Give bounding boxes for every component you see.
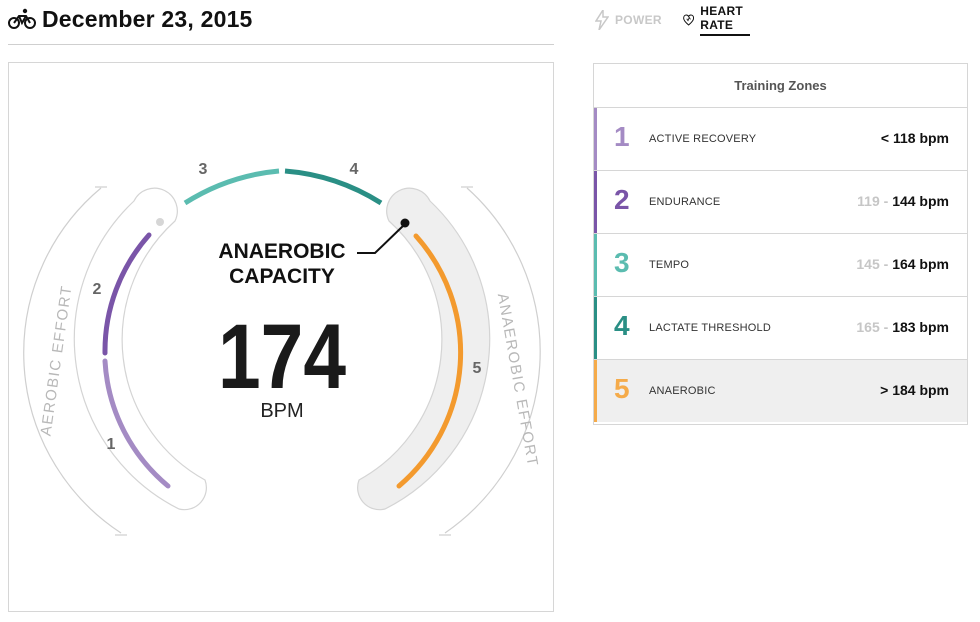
- aerobic-bracket: [23, 186, 127, 536]
- tab-power-label: POWER: [615, 13, 662, 27]
- training-zones-title: Training Zones: [594, 64, 967, 108]
- zone-range-high: 164 bpm: [892, 256, 949, 272]
- zone-5-number: 5: [473, 360, 482, 377]
- page-title: December 23, 2015: [42, 6, 253, 32]
- zone-range-high: > 184 bpm: [880, 382, 949, 398]
- zone-range: 119 - 144 bpm: [857, 193, 949, 209]
- zone-row-3[interactable]: 3 TEMPO 145 - 164 bpm: [594, 234, 967, 297]
- zone-color-bar: [594, 108, 597, 170]
- zone-3-arc: [183, 168, 280, 206]
- heart-rate-gauge: 3 4 2 1 5 AEROBIC EFFORT ANAEROBIC EFFOR…: [8, 62, 554, 612]
- zone-range: < 118 bpm: [881, 130, 949, 146]
- aerobic-track: [73, 187, 207, 511]
- zone-range-high: 144 bpm: [892, 193, 949, 209]
- zone-number: 5: [614, 373, 630, 404]
- zone-number: 3: [614, 247, 630, 278]
- zone-range-high: < 118 bpm: [880, 130, 949, 146]
- zone-1-arc: [102, 358, 171, 489]
- zone-range-low: 165 -: [856, 319, 889, 335]
- zone-4-number: 4: [350, 161, 359, 178]
- zone-2-number: 2: [93, 281, 102, 298]
- anaerobic-track: [357, 187, 491, 511]
- heart-rate-unit: BPM: [260, 400, 303, 422]
- heart-icon: [683, 14, 695, 26]
- zone-range: 165 - 183 bpm: [856, 319, 949, 335]
- tab-power[interactable]: POWER: [595, 8, 662, 32]
- aerobic-end-dot: [156, 218, 164, 226]
- zone-number: 1: [614, 121, 630, 152]
- anaerobic-effort-label: ANAEROBIC EFFORT: [494, 292, 541, 469]
- zone-row-4[interactable]: 4 LACTATE THRESHOLD 165 - 183 bpm: [594, 297, 967, 360]
- current-pointer-line: [357, 224, 405, 254]
- training-zones-table: Training Zones 1 ACTIVE RECOVERY < 118 b…: [593, 63, 968, 425]
- zone-color-bar: [594, 234, 597, 296]
- zone-number: 4: [614, 310, 630, 341]
- zone-range: > 184 bpm: [880, 382, 949, 398]
- zone-name: ACTIVE RECOVERY: [649, 133, 757, 145]
- zone-row-1[interactable]: 1 ACTIVE RECOVERY < 118 bpm: [594, 108, 967, 171]
- zone-5-arc: [396, 233, 464, 489]
- zone-name: LACTATE THRESHOLD: [649, 322, 771, 334]
- gauge-graphic: 3 4 2 1 5 AEROBIC EFFORT ANAEROBIC EFFOR…: [23, 161, 541, 536]
- zone-name: ENDURANCE: [649, 196, 721, 208]
- zone-range-low: 119 -: [857, 193, 889, 209]
- zone-row-5[interactable]: 5 ANAEROBIC > 184 bpm: [594, 360, 967, 422]
- zone-2-arc: [102, 232, 152, 356]
- anaerobic-bracket: [439, 186, 541, 536]
- zone-4-arc: [284, 168, 383, 206]
- zone-range: 145 - 164 bpm: [856, 256, 949, 272]
- zone-range-low: 145 -: [856, 256, 889, 272]
- zone-row-2[interactable]: 2 ENDURANCE 119 - 144 bpm: [594, 171, 967, 234]
- lightning-icon: [595, 10, 609, 30]
- zone-color-bar: [594, 297, 597, 359]
- page-header: December 23, 2015: [8, 6, 554, 45]
- zone-range-high: 183 bpm: [892, 319, 949, 335]
- current-zone-label-line2: CAPACITY: [229, 265, 335, 288]
- bicycle-icon: [8, 8, 36, 29]
- zone-1-number: 1: [107, 436, 116, 453]
- zone-color-bar: [594, 360, 597, 422]
- tab-heart-rate-label: HEART RATE: [700, 4, 750, 36]
- zone-color-bar: [594, 171, 597, 233]
- zone-number: 2: [614, 184, 630, 215]
- zone-name: TEMPO: [649, 259, 690, 271]
- tab-heart-rate[interactable]: HEART RATE: [683, 4, 750, 36]
- zone-3-number: 3: [199, 161, 208, 178]
- current-zone-label-line1: ANAEROBIC: [218, 240, 345, 263]
- zone-name: ANAEROBIC: [649, 385, 716, 397]
- heart-rate-value: 174: [218, 306, 346, 408]
- aerobic-effort-label: AEROBIC EFFORT: [38, 284, 76, 437]
